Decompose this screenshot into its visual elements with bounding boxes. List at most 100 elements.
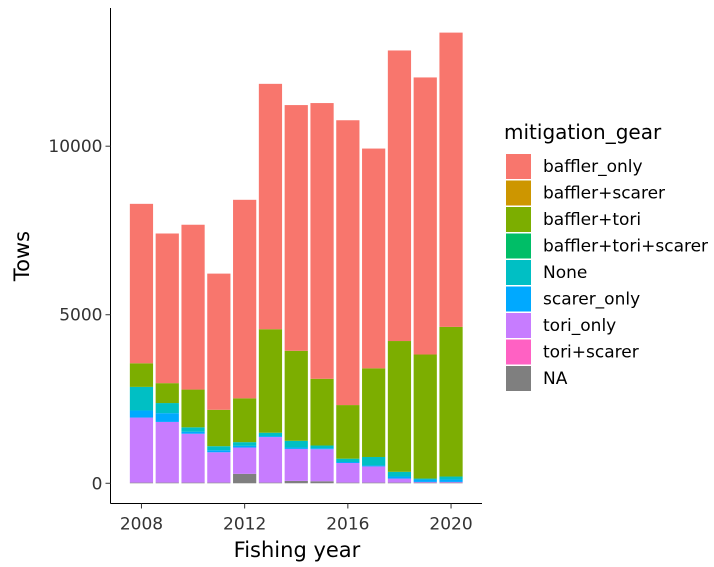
y-tick-label: 10000 — [48, 137, 102, 157]
bar-segment-2020-NA — [439, 482, 463, 484]
legend-label: baffler+scarer — [543, 184, 665, 204]
bar-segment-2012-NA — [233, 473, 257, 484]
bar-segment-2012-tori-only — [233, 447, 257, 474]
bar-segment-2013-scarer-only — [258, 436, 283, 438]
bar-segment-2015-scarer-only — [310, 448, 334, 450]
legend-swatch-tori-scarer — [506, 339, 531, 365]
bar-segment-2008-None — [129, 386, 154, 411]
bar-segment-2010-NA — [181, 482, 205, 484]
legend-label: baffler+tori+scarer — [543, 237, 708, 257]
legend-swatch-scarer-only — [506, 286, 531, 312]
legend-swatch-baffler-scarer — [506, 180, 531, 206]
bar-segment-2014-NA — [284, 480, 308, 484]
legend-label: NA — [543, 369, 568, 389]
bar-segment-2016-scarer-only — [336, 462, 360, 464]
bar-segment-2011-tori-only — [207, 452, 231, 483]
legend-title: mitigation_gear — [504, 120, 662, 144]
x-axis-title: Fishing year — [234, 538, 361, 562]
bar-segment-2011-NA — [207, 482, 231, 484]
bar-segment-2020-baffler-only — [439, 32, 463, 327]
bar-segment-2011-baffler-tori — [207, 409, 231, 447]
legend-swatch-baffler-tori-scarer — [506, 233, 531, 259]
bar-segment-2010-baffler-tori — [181, 389, 205, 428]
bar-segment-2013-None — [258, 432, 283, 437]
bar-segment-2008-baffler-tori — [129, 363, 154, 387]
bar-segment-2014-tori-only — [284, 448, 308, 481]
bar-segment-2014-baffler-only — [284, 105, 308, 351]
bar-segment-2017-None — [362, 456, 386, 466]
legend-label: tori+scarer — [543, 343, 639, 363]
y-axis-title: Tows — [10, 231, 34, 282]
bar-segment-2015-NA — [310, 481, 334, 484]
bar-segment-2012-scarer-only — [233, 445, 257, 448]
bar-segment-2019-None — [413, 478, 437, 480]
bar-segment-2018-tori-only — [387, 478, 412, 483]
bar-segment-2020-tori-only — [439, 481, 463, 483]
bar-segment-2015-baffler-only — [310, 103, 334, 379]
bar-segment-2013-baffler-tori — [258, 329, 283, 433]
y-tick-label: 5000 — [59, 306, 102, 326]
bar-segment-2018-baffler-only — [387, 50, 412, 342]
bar-segment-2020-None — [439, 476, 463, 480]
bar-segment-2008-scarer-only — [129, 410, 154, 418]
bar-segment-2019-baffler-only — [413, 77, 437, 355]
legend-swatch-baffler-only — [506, 154, 531, 179]
bar-segment-2014-scarer-only — [284, 447, 308, 449]
bar-segment-2009-baffler-tori — [155, 383, 179, 404]
ticks-layer: 0 5000 10000 2008 2012 2016 2020 — [48, 137, 472, 534]
legend-swatch-baffler-tori — [506, 207, 531, 232]
axes-layer — [110, 8, 482, 504]
bar-segment-2017-baffler-only — [362, 148, 386, 369]
bar-segment-2013-NA — [258, 482, 283, 484]
bar-segment-2013-tori-only — [258, 437, 283, 483]
legend-label: baffler_only — [543, 157, 643, 177]
legend-label: baffler+tori — [543, 210, 641, 230]
bar-segment-2018-NA — [387, 482, 412, 484]
bar-segment-2017-tori-only — [362, 466, 386, 483]
bar-segment-2011-baffler-only — [207, 273, 231, 410]
x-tick-label: 2016 — [326, 515, 369, 535]
bar-segment-2015-tori-only — [310, 449, 334, 482]
x-tick-label: 2012 — [223, 515, 266, 535]
bar-segment-2011-None — [207, 446, 231, 451]
bar-segment-2016-None — [336, 458, 360, 463]
bar-segment-2020-baffler-tori — [439, 326, 463, 477]
bar-segment-2012-baffler-only — [233, 199, 257, 399]
bar-segment-2017-scarer-only — [362, 465, 386, 467]
legend-swatch-NA — [506, 366, 531, 391]
legend-swatch-None — [506, 260, 531, 285]
bar-segment-2009-scarer-only — [155, 413, 179, 422]
bar-segment-2018-None — [387, 471, 412, 477]
bar-segment-2009-baffler-only — [155, 233, 179, 384]
bar-segment-2018-scarer-only — [387, 476, 412, 479]
bars-layer — [129, 32, 463, 484]
bar-segment-2010-tori-only — [181, 433, 205, 483]
bar-segment-2019-NA — [413, 482, 437, 484]
legend-label: tori_only — [543, 316, 616, 336]
bar-segment-2012-None — [233, 442, 257, 446]
bar-segment-2009-tori-only — [155, 421, 179, 483]
bar-segment-2012-baffler-tori — [233, 398, 257, 443]
legend-swatch-tori-only — [506, 313, 531, 338]
bar-segment-2014-baffler-tori — [284, 350, 308, 441]
bar-segment-2008-NA — [129, 482, 154, 484]
legend-label: scarer_only — [543, 290, 640, 310]
bar-segment-2019-tori-only — [413, 481, 437, 483]
bar-segment-2015-None — [310, 445, 334, 449]
bar-segment-2019-baffler-tori — [413, 354, 437, 479]
bar-segment-2017-NA — [362, 482, 386, 484]
bar-segment-2008-tori-only — [129, 417, 154, 483]
bar-segment-2020-scarer-only — [439, 479, 463, 482]
x-tick-label: 2008 — [120, 515, 163, 535]
bar-segment-2013-baffler-only — [258, 83, 283, 330]
legend-label: None — [543, 263, 587, 283]
bar-segment-2010-None — [181, 427, 205, 432]
bar-segment-2009-None — [155, 403, 179, 414]
bar-segment-2014-None — [284, 440, 308, 448]
bar-segment-2010-scarer-only — [181, 431, 205, 434]
bar-segment-2017-baffler-tori — [362, 368, 386, 457]
bar-segment-2016-baffler-only — [336, 120, 360, 406]
bar-segment-2010-baffler-only — [181, 224, 205, 390]
bar-segment-2016-NA — [336, 482, 360, 484]
x-tick-label: 2020 — [429, 515, 472, 535]
